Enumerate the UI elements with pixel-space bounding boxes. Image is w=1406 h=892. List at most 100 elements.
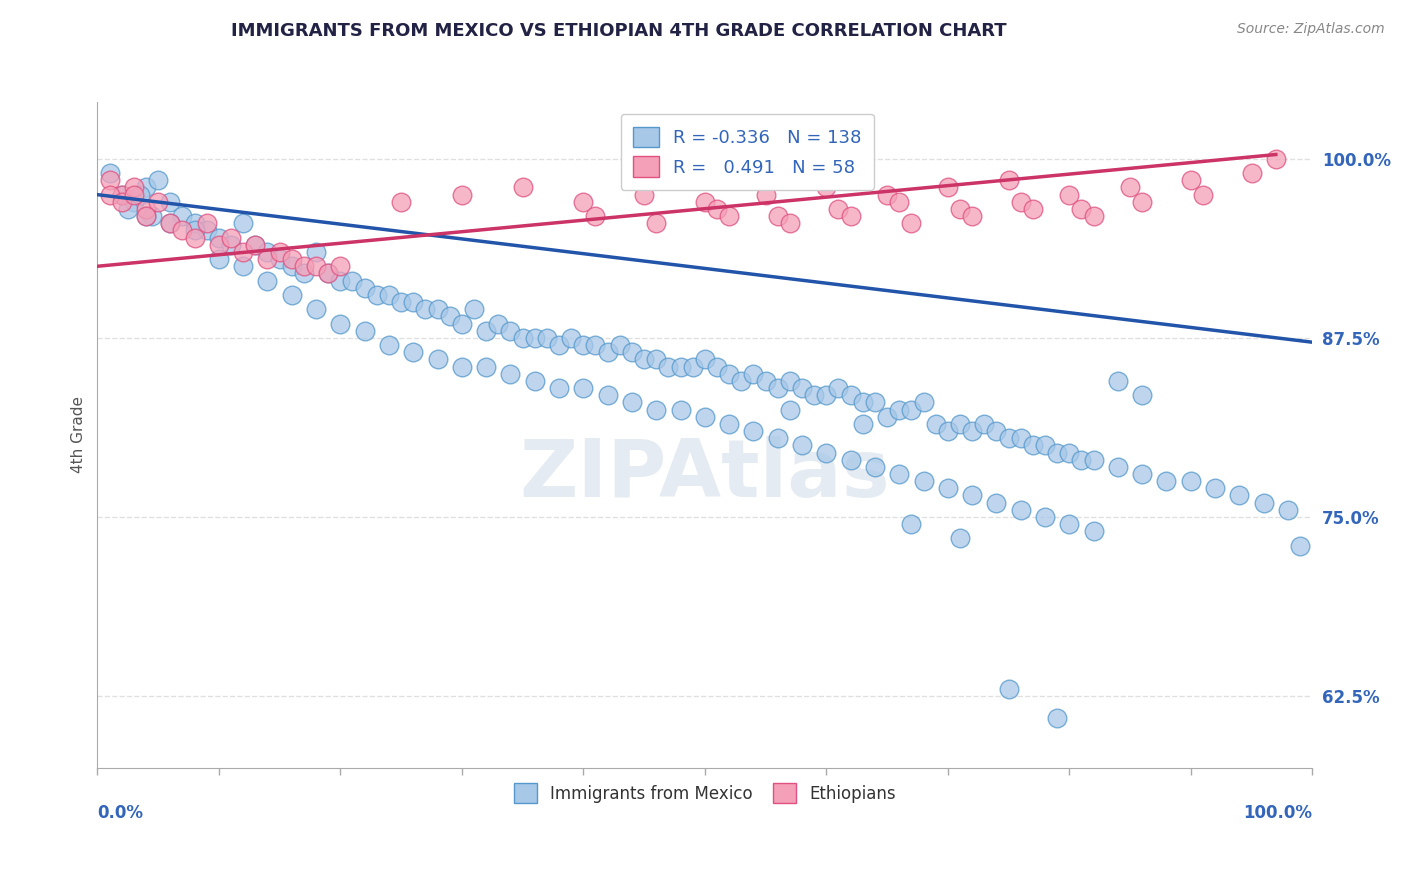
Point [135,209,157,223]
Point [900,517,922,532]
Point [1010,194,1032,209]
Point [645,352,668,367]
Point [900,402,922,417]
Point [280,260,302,274]
Point [936,180,959,194]
Point [256,274,278,288]
Point [195,216,218,230]
Point [1083,452,1105,467]
Point [936,424,959,438]
Point [208,252,231,266]
Point [1130,388,1153,402]
Point [609,338,631,352]
Point [402,295,425,310]
Point [183,230,205,244]
Point [1083,524,1105,539]
Point [353,324,375,338]
Point [1107,374,1129,388]
Point [657,359,679,374]
Point [329,260,352,274]
Point [997,681,1019,696]
Point [269,252,291,266]
Point [450,187,472,202]
Point [499,367,522,381]
Point [669,359,692,374]
Point [122,180,145,194]
Point [111,194,134,209]
Point [232,260,254,274]
Point [122,194,145,209]
Point [815,445,838,459]
Point [1033,438,1056,452]
Point [1253,496,1275,510]
Point [718,209,741,223]
Point [146,194,169,209]
Point [329,274,352,288]
Point [912,474,935,488]
Point [1130,194,1153,209]
Point [292,267,315,281]
Point [172,223,194,237]
Point [245,237,267,252]
Point [718,417,741,431]
Point [1059,445,1081,459]
Point [256,244,278,259]
Point [117,202,139,216]
Point [159,194,181,209]
Legend: Immigrants from Mexico, Ethiopians: Immigrants from Mexico, Ethiopians [506,777,903,809]
Point [949,417,972,431]
Point [889,194,911,209]
Point [1180,474,1202,488]
Point [863,459,886,474]
Point [718,367,741,381]
Point [463,302,485,317]
Point [439,310,461,324]
Point [486,317,509,331]
Point [523,374,546,388]
Point [596,345,619,359]
Point [693,409,716,424]
Point [135,180,157,194]
Point [219,237,242,252]
Point [986,424,1008,438]
Point [135,202,157,216]
Point [912,395,935,409]
Point [1192,187,1215,202]
Point [960,209,983,223]
Point [645,402,668,417]
Point [839,388,862,402]
Point [135,209,157,223]
Point [730,374,752,388]
Point [900,216,922,230]
Point [98,166,121,180]
Point [645,216,668,230]
Point [1022,438,1045,452]
Point [706,202,728,216]
Point [949,202,972,216]
Point [1277,503,1299,517]
Point [742,424,765,438]
Point [852,395,875,409]
Point [815,180,838,194]
Point [232,244,254,259]
Point [949,532,972,546]
Y-axis label: 4th Grade: 4th Grade [72,396,86,473]
Point [876,187,898,202]
Text: 100.0%: 100.0% [1243,805,1312,822]
Point [1083,209,1105,223]
Point [754,374,776,388]
Point [827,381,849,395]
Text: IMMIGRANTS FROM MEXICO VS ETHIOPIAN 4TH GRADE CORRELATION CHART: IMMIGRANTS FROM MEXICO VS ETHIOPIAN 4TH … [231,22,1007,40]
Point [1227,488,1250,502]
Point [779,216,801,230]
Point [960,488,983,502]
Point [305,260,328,274]
Point [839,209,862,223]
Point [936,481,959,495]
Point [779,374,801,388]
Point [232,216,254,230]
Point [536,331,558,345]
Point [1119,180,1142,194]
Point [1107,459,1129,474]
Text: Source: ZipAtlas.com: Source: ZipAtlas.com [1237,22,1385,37]
